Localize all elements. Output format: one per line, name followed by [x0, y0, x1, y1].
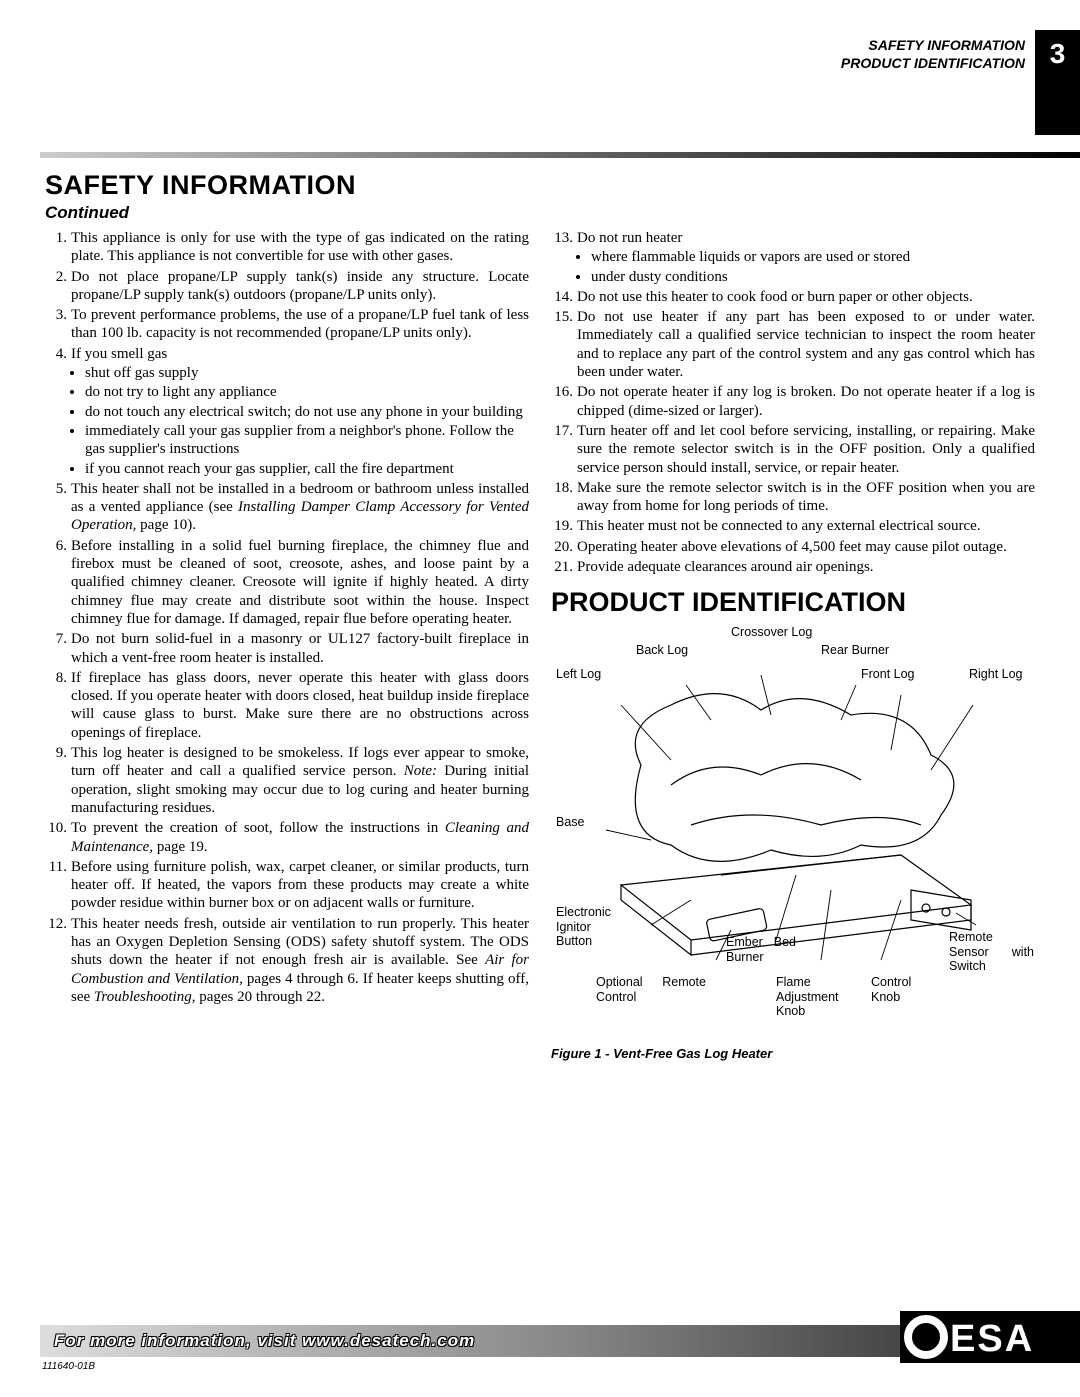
label-back-log: Back Log — [636, 643, 688, 657]
safety-subitem: do not touch any electrical switch; do n… — [85, 403, 529, 421]
section-title-safety: SAFETY INFORMATION — [45, 170, 1035, 201]
safety-item: If you smell gasshut off gas supplydo no… — [45, 345, 529, 478]
page-footer: For more information, visit www.desatech… — [0, 1307, 1080, 1377]
safety-subitem: shut off gas supply — [85, 364, 529, 382]
safety-item: Before installing in a solid fuel burnin… — [45, 537, 529, 628]
safety-item: Do not use this heater to cook food or b… — [551, 288, 1035, 306]
safety-item: Turn heater off and let cool before serv… — [551, 422, 1035, 477]
safety-item: Do not place propane/LP supply tank(s) i… — [45, 268, 529, 305]
page-content: SAFETY INFORMATION Continued This applia… — [45, 170, 1035, 1292]
label-left-log: Left Log — [556, 667, 601, 681]
label-remote-sensor: Remote Sensor with Switch — [949, 930, 1034, 973]
safety-item: This heater needs fresh, outside air ven… — [45, 915, 529, 1006]
label-control-knob: Control Knob — [871, 975, 931, 1004]
safety-subitem: do not try to light any appliance — [85, 383, 529, 401]
svg-text:ESA: ESA — [950, 1318, 1034, 1360]
safety-item: Do not burn solid-fuel in a masonry or U… — [45, 630, 529, 667]
safety-item: Make sure the remote selector switch is … — [551, 479, 1035, 516]
header-line-2: PRODUCT IDENTIFICATION — [841, 54, 1025, 72]
label-right-log: Right Log — [969, 667, 1023, 681]
label-crossover-log: Crossover Log — [731, 625, 812, 639]
header-rule — [40, 152, 1080, 158]
desa-logo: ESA — [900, 1311, 1080, 1363]
safety-subitem: if you cannot reach your gas supplier, c… — [85, 460, 529, 478]
page-header: SAFETY INFORMATION PRODUCT IDENTIFICATIO… — [841, 30, 1080, 135]
safety-item: Do not run heaterwhere flammable liquids… — [551, 229, 1035, 286]
safety-item: Before using furniture polish, wax, carp… — [45, 858, 529, 913]
safety-item: This appliance is only for use with the … — [45, 229, 529, 266]
header-titles: SAFETY INFORMATION PRODUCT IDENTIFICATIO… — [841, 30, 1035, 135]
safety-item: This log heater is designed to be smokel… — [45, 744, 529, 817]
page-number: 3 — [1035, 30, 1080, 135]
safety-item: Do not use heater if any part has been e… — [551, 308, 1035, 381]
safety-item: This heater must not be connected to any… — [551, 517, 1035, 535]
label-flame-adjustment: Flame Adjustment Knob — [776, 975, 856, 1018]
product-identification-block: PRODUCT IDENTIFICATION — [551, 586, 1035, 1062]
label-optional-remote: Optional Remote Control — [596, 975, 706, 1004]
label-base: Base — [556, 815, 585, 829]
safety-item: If fireplace has glass doors, never oper… — [45, 669, 529, 742]
label-ember-bed-burner: Ember Bed Burner — [726, 935, 796, 964]
safety-item: Provide adequate clearances around air o… — [551, 558, 1035, 576]
safety-item: Operating heater above elevations of 4,5… — [551, 538, 1035, 556]
continued-label: Continued — [45, 203, 1035, 223]
gas-log-heater-diagram — [601, 665, 981, 965]
footer-text: For more information, visit www.desatech… — [54, 1331, 475, 1351]
safety-item: This heater shall not be installed in a … — [45, 480, 529, 535]
header-line-1: SAFETY INFORMATION — [841, 36, 1025, 54]
label-electronic-ignitor: Electronic Ignitor Button — [556, 905, 626, 948]
safety-subitem: where flammable liquids or vapors are us… — [591, 248, 1035, 266]
figure-caption: Figure 1 - Vent-Free Gas Log Heater — [551, 1046, 1035, 1062]
document-number: 111640-01B — [42, 1361, 95, 1372]
safety-item: Do not operate heater if any log is brok… — [551, 383, 1035, 420]
section-title-product-id: PRODUCT IDENTIFICATION — [551, 586, 1035, 619]
two-column-body: This appliance is only for use with the … — [45, 229, 1035, 1062]
safety-item: To prevent performance problems, the use… — [45, 306, 529, 343]
label-rear-burner: Rear Burner — [821, 643, 889, 657]
safety-subitem: under dusty conditions — [591, 268, 1035, 286]
safety-item: To prevent the creation of soot, follow … — [45, 819, 529, 856]
footer-bar: For more information, visit www.desatech… — [40, 1325, 910, 1357]
figure-1: Crossover Log Back Log Rear Burner Left … — [551, 625, 1035, 1040]
label-front-log: Front Log — [861, 667, 915, 681]
safety-subitem: immediately call your gas supplier from … — [85, 422, 529, 459]
